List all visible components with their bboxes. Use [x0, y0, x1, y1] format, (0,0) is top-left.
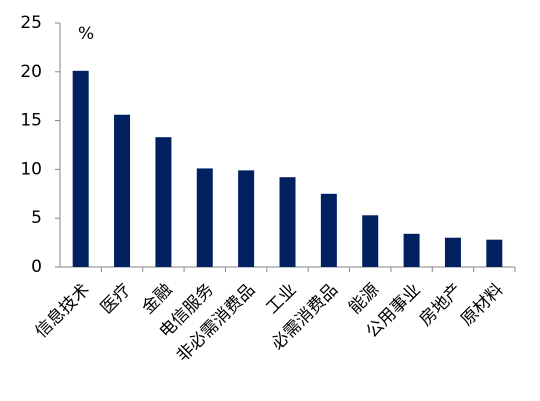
x-tick-label: 医疗 [97, 280, 135, 318]
y-tick-label: 10 [20, 159, 42, 179]
y-tick-label: 0 [31, 257, 42, 277]
y-tick-label: 25 [20, 13, 42, 33]
y-tick-label: 5 [31, 208, 42, 228]
x-tick-label: 房地产 [416, 280, 466, 330]
x-tick-label: 原材料 [457, 280, 507, 330]
bar [403, 233, 420, 267]
bar [238, 170, 255, 267]
bar [279, 177, 296, 267]
bar [444, 237, 461, 267]
bar [72, 70, 89, 267]
bar [486, 239, 503, 267]
y-tick-label: 20 [20, 62, 42, 82]
y-tick-label: 15 [20, 111, 42, 131]
bar [114, 114, 131, 267]
unit-annotation: % [78, 24, 94, 44]
bar [155, 137, 172, 267]
bar [196, 168, 213, 267]
bar [362, 215, 379, 267]
x-tick-label: 信息技术 [32, 280, 94, 342]
bar [320, 193, 337, 267]
